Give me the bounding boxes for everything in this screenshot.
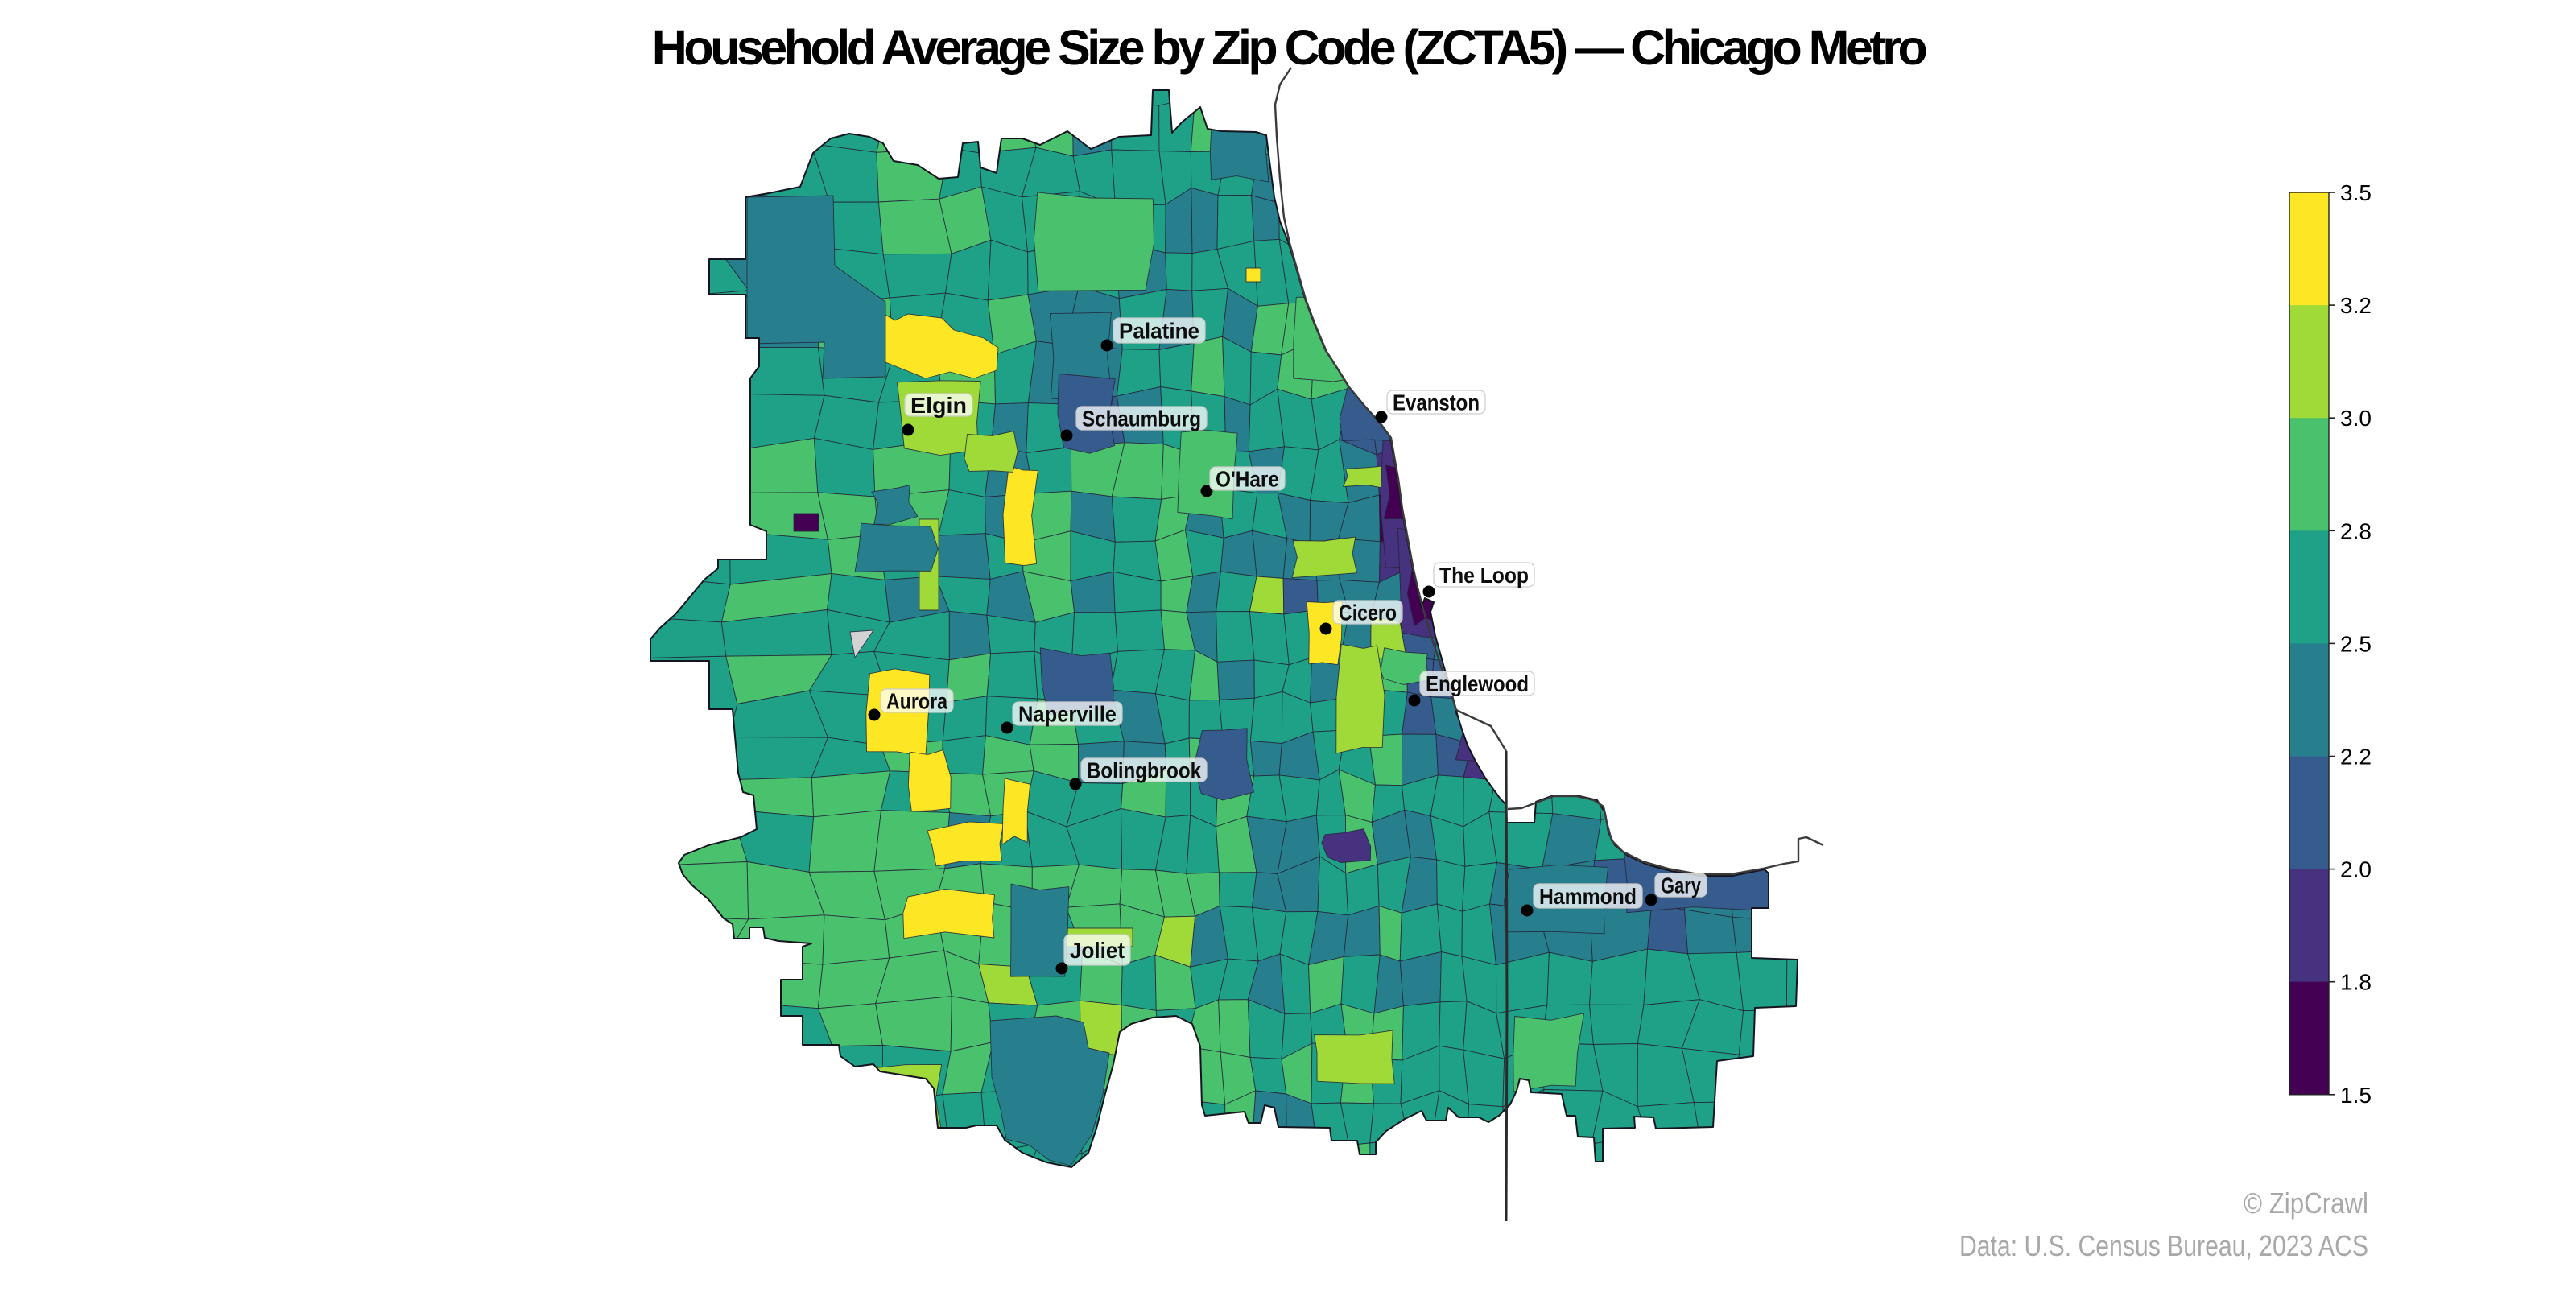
svg-text:Bolingbrook: Bolingbrook <box>1087 758 1202 783</box>
svg-text:Data: U.S. Census Bureau, 2023: Data: U.S. Census Bureau, 2023 ACS <box>1959 1229 2368 1262</box>
svg-text:2.2: 2.2 <box>2340 745 2372 770</box>
svg-text:Elgin: Elgin <box>910 393 967 418</box>
svg-text:Gary: Gary <box>1661 873 1702 898</box>
svg-text:The Loop: The Loop <box>1439 563 1529 588</box>
svg-text:Hammond: Hammond <box>1539 884 1637 909</box>
svg-text:Palatine: Palatine <box>1119 319 1199 344</box>
svg-text:1.8: 1.8 <box>2340 970 2372 995</box>
svg-text:Schaumburg: Schaumburg <box>1082 407 1201 431</box>
svg-text:2.5: 2.5 <box>2340 631 2372 656</box>
svg-text:Evanston: Evanston <box>1393 390 1480 415</box>
svg-text:Cicero: Cicero <box>1339 601 1397 625</box>
svg-text:Household Average Size by Zip: Household Average Size by Zip Code (ZCTA… <box>652 20 1926 75</box>
svg-text:2.0: 2.0 <box>2340 857 2372 882</box>
svg-text:O'Hare: O'Hare <box>1216 467 1279 492</box>
svg-text:Naperville: Naperville <box>1018 702 1117 727</box>
svg-text:1.5: 1.5 <box>2340 1083 2372 1108</box>
svg-text:2.8: 2.8 <box>2340 518 2372 543</box>
svg-text:3.2: 3.2 <box>2340 293 2372 318</box>
svg-text:3.0: 3.0 <box>2340 406 2372 431</box>
svg-text:Englewood: Englewood <box>1426 671 1529 696</box>
svg-text:Joliet: Joliet <box>1070 938 1125 963</box>
svg-text:3.5: 3.5 <box>2340 180 2372 205</box>
svg-text:Aurora: Aurora <box>886 689 948 714</box>
svg-text:© ZipCrawl: © ZipCrawl <box>2244 1187 2368 1220</box>
